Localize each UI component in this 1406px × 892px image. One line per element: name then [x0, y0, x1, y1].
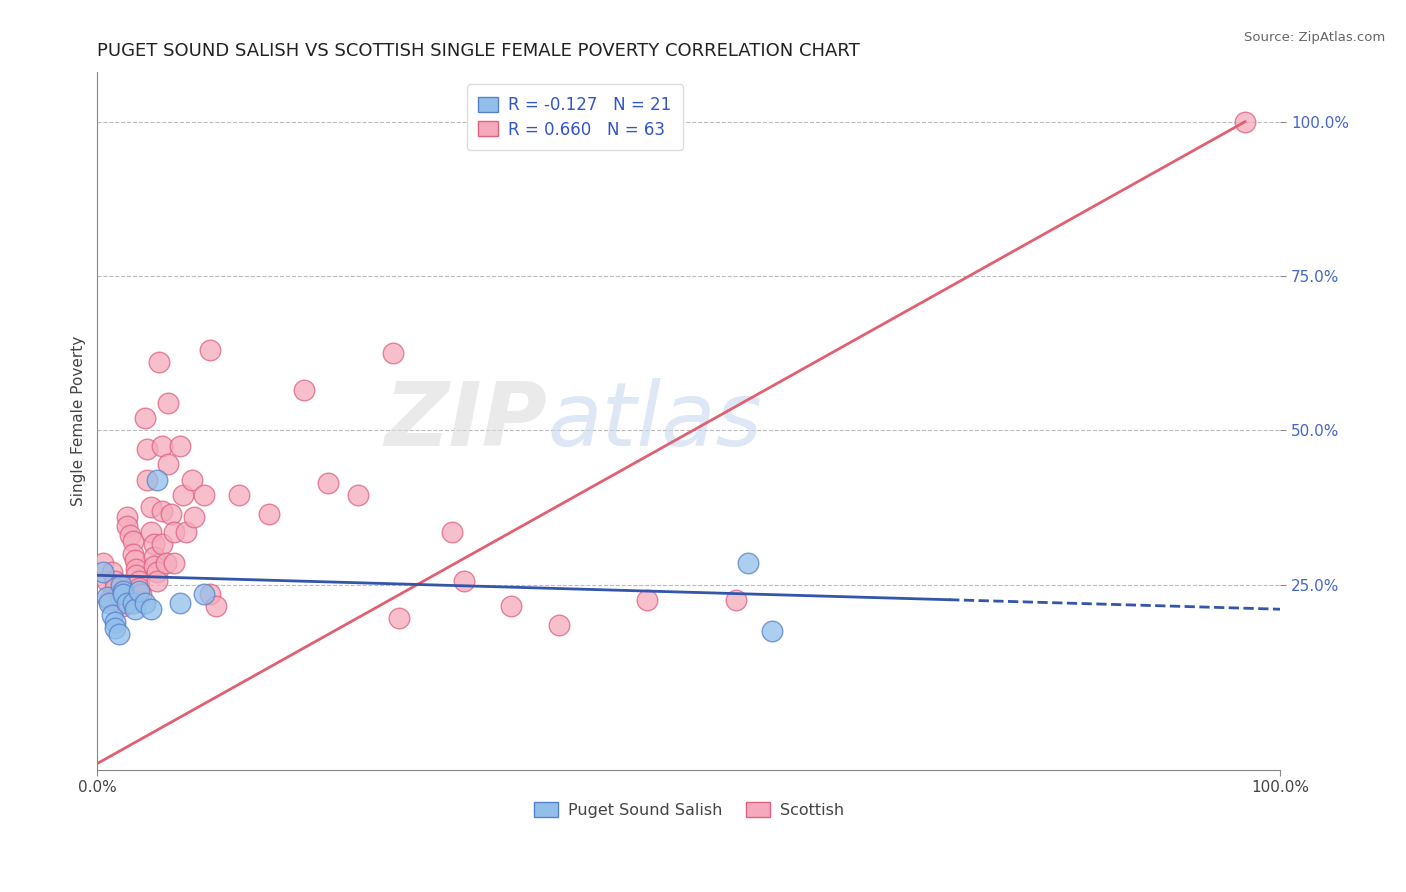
Point	[204, 599, 226, 614]
Point	[110, 577, 132, 591]
Point	[169, 596, 191, 610]
Point	[152, 537, 174, 551]
Point	[145, 574, 167, 589]
Point	[96, 574, 118, 589]
Point	[100, 608, 122, 623]
Point	[134, 596, 156, 610]
Point	[121, 534, 143, 549]
Point	[382, 346, 405, 360]
Point	[128, 583, 150, 598]
Point	[134, 411, 156, 425]
Point	[100, 565, 122, 579]
Point	[125, 562, 148, 576]
Point	[128, 574, 150, 589]
Point	[193, 488, 215, 502]
Point	[163, 556, 186, 570]
Text: atlas: atlas	[547, 378, 762, 464]
Point	[316, 475, 339, 490]
Point	[115, 596, 138, 610]
Text: ZIP: ZIP	[384, 377, 547, 465]
Point	[104, 581, 127, 595]
Point	[124, 553, 146, 567]
Point	[159, 507, 181, 521]
Point	[143, 559, 166, 574]
Point	[129, 587, 152, 601]
Point	[104, 621, 127, 635]
Point	[139, 525, 162, 540]
Point	[136, 473, 159, 487]
Point	[128, 581, 150, 595]
Point	[98, 596, 121, 610]
Point	[292, 383, 315, 397]
Point	[136, 442, 159, 456]
Point	[388, 611, 411, 625]
Point	[115, 509, 138, 524]
Point	[104, 574, 127, 589]
Y-axis label: Single Female Poverty: Single Female Poverty	[72, 336, 86, 506]
Point	[737, 556, 759, 570]
Point	[183, 509, 205, 524]
Point	[725, 593, 748, 607]
Point	[198, 343, 221, 357]
Point	[501, 599, 523, 614]
Point	[104, 615, 127, 629]
Point	[91, 556, 114, 570]
Point	[112, 587, 135, 601]
Point	[1233, 115, 1256, 129]
Text: Source: ZipAtlas.com: Source: ZipAtlas.com	[1244, 31, 1385, 45]
Point	[112, 583, 135, 598]
Point	[107, 627, 129, 641]
Point	[193, 587, 215, 601]
Point	[157, 395, 180, 409]
Point	[169, 439, 191, 453]
Point	[121, 596, 143, 610]
Point	[98, 593, 121, 607]
Point	[143, 549, 166, 564]
Point	[152, 439, 174, 453]
Point	[139, 500, 162, 515]
Point	[155, 556, 177, 570]
Point	[172, 488, 194, 502]
Point	[145, 473, 167, 487]
Point	[120, 528, 142, 542]
Point	[107, 587, 129, 601]
Point	[110, 593, 132, 607]
Point	[145, 565, 167, 579]
Point	[112, 599, 135, 614]
Point	[91, 565, 114, 579]
Point	[761, 624, 783, 638]
Point	[228, 488, 250, 502]
Point	[547, 617, 569, 632]
Point	[453, 574, 475, 589]
Point	[124, 602, 146, 616]
Point	[125, 568, 148, 582]
Point	[637, 593, 659, 607]
Point	[143, 537, 166, 551]
Text: PUGET SOUND SALISH VS SCOTTISH SINGLE FEMALE POVERTY CORRELATION CHART: PUGET SOUND SALISH VS SCOTTISH SINGLE FE…	[97, 42, 860, 60]
Point	[96, 590, 118, 604]
Point	[115, 519, 138, 533]
Point	[121, 547, 143, 561]
Point	[152, 503, 174, 517]
Point	[441, 525, 464, 540]
Point	[257, 507, 280, 521]
Point	[346, 488, 368, 502]
Point	[139, 602, 162, 616]
Point	[174, 525, 197, 540]
Legend: Puget Sound Salish, Scottish: Puget Sound Salish, Scottish	[527, 796, 851, 824]
Point	[157, 457, 180, 471]
Point	[181, 473, 204, 487]
Point	[148, 355, 170, 369]
Point	[198, 587, 221, 601]
Point	[163, 525, 186, 540]
